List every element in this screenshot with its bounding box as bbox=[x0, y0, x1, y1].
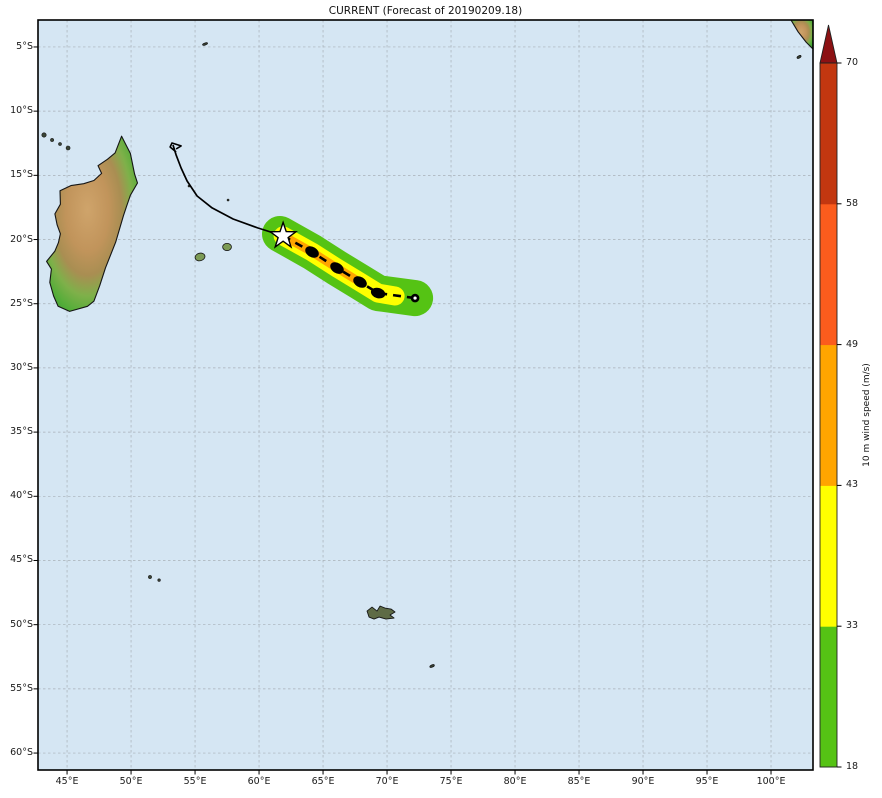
island-comoros-2 bbox=[50, 138, 54, 142]
island-comoros-4 bbox=[65, 145, 71, 151]
colorbar-segment-33-43 bbox=[820, 485, 837, 627]
island-comoros-1 bbox=[41, 132, 47, 138]
y-tick-label: 35°S bbox=[10, 426, 33, 438]
island-seychelles bbox=[202, 42, 208, 46]
x-tick-label: 45°E bbox=[55, 776, 79, 787]
colorbar-outline bbox=[819, 62, 838, 768]
x-tick-label: 100°E bbox=[756, 776, 786, 787]
forecast-dot-marker bbox=[370, 287, 386, 299]
colorbar-segment-58-70 bbox=[820, 63, 837, 205]
current-position-star bbox=[268, 220, 298, 249]
colorbar-tick-label: 70 bbox=[846, 57, 859, 68]
colorbar bbox=[819, 24, 842, 768]
forecast-dot-marker bbox=[330, 262, 344, 274]
x-tick-label: 55°E bbox=[183, 776, 207, 787]
x-tick-label: 75°E bbox=[439, 776, 463, 787]
forecast-position-markers bbox=[305, 246, 420, 303]
colorbar-segment-49-58 bbox=[820, 203, 837, 346]
y-tick-label: 55°S bbox=[10, 682, 33, 694]
colorbar-extend-arrow bbox=[819, 24, 838, 64]
forecast-end-marker-center bbox=[413, 296, 417, 300]
x-tick-label: 90°E bbox=[631, 776, 655, 787]
x-tick-label: 80°E bbox=[503, 776, 527, 787]
y-tick-label: 20°S bbox=[10, 233, 33, 245]
colorbar-tick-label: 33 bbox=[846, 620, 859, 632]
y-tick-label: 40°S bbox=[10, 490, 33, 502]
colorbar-tick-label: 49 bbox=[846, 338, 859, 350]
figure-title: CURRENT (Forecast of 20190209.18) bbox=[328, 5, 523, 17]
island-crozet-2 bbox=[157, 578, 161, 582]
ocean bbox=[38, 20, 813, 770]
forecast-dot-marker bbox=[305, 246, 319, 258]
y-tick-label: 25°S bbox=[10, 297, 33, 309]
colorbar-tick-label: 43 bbox=[846, 479, 859, 491]
island-sumatra-islet bbox=[796, 55, 802, 59]
madagascar-landmass bbox=[46, 135, 139, 312]
colorbar-tick-label: 18 bbox=[846, 761, 859, 772]
axis-tick-marks bbox=[33, 46, 772, 775]
island-reunion bbox=[194, 252, 206, 262]
island-crozet-1 bbox=[148, 575, 152, 579]
x-tick-label: 85°E bbox=[567, 776, 591, 787]
y-tick-label: 15°S bbox=[10, 169, 33, 181]
x-tick-label: 70°E bbox=[375, 776, 399, 787]
colorbar-segment-18-33 bbox=[820, 626, 837, 768]
y-tick-label: 5°S bbox=[16, 40, 33, 52]
colorbar-tick-label: 58 bbox=[846, 197, 859, 209]
x-tick-label: 65°E bbox=[311, 776, 335, 787]
island-comoros-3 bbox=[58, 142, 62, 146]
past-track-start-hook bbox=[169, 142, 182, 153]
island-mauritius bbox=[222, 242, 232, 251]
forecast-dot-marker bbox=[353, 276, 367, 288]
past-track-line bbox=[172, 144, 284, 237]
small-islands bbox=[41, 42, 802, 668]
y-tick-label: 10°S bbox=[10, 105, 33, 117]
y-tick-label: 45°S bbox=[10, 554, 33, 566]
y-tick-label: 30°S bbox=[10, 361, 33, 373]
x-tick-label: 60°E bbox=[247, 776, 271, 787]
island-kerguelen bbox=[366, 605, 396, 620]
island-st-brandon bbox=[226, 198, 230, 202]
y-tick-label: 50°S bbox=[10, 618, 33, 630]
x-tick-label: 50°E bbox=[119, 776, 143, 787]
island-heard-island bbox=[429, 664, 435, 668]
colorbar-segment-43-49 bbox=[820, 344, 837, 486]
y-tick-label: 60°S bbox=[10, 747, 33, 759]
x-tick-label: 95°E bbox=[695, 776, 719, 787]
colorbar-axis-label: 10 m wind speed (m/s) bbox=[862, 363, 872, 467]
plot-frame bbox=[37, 19, 814, 771]
